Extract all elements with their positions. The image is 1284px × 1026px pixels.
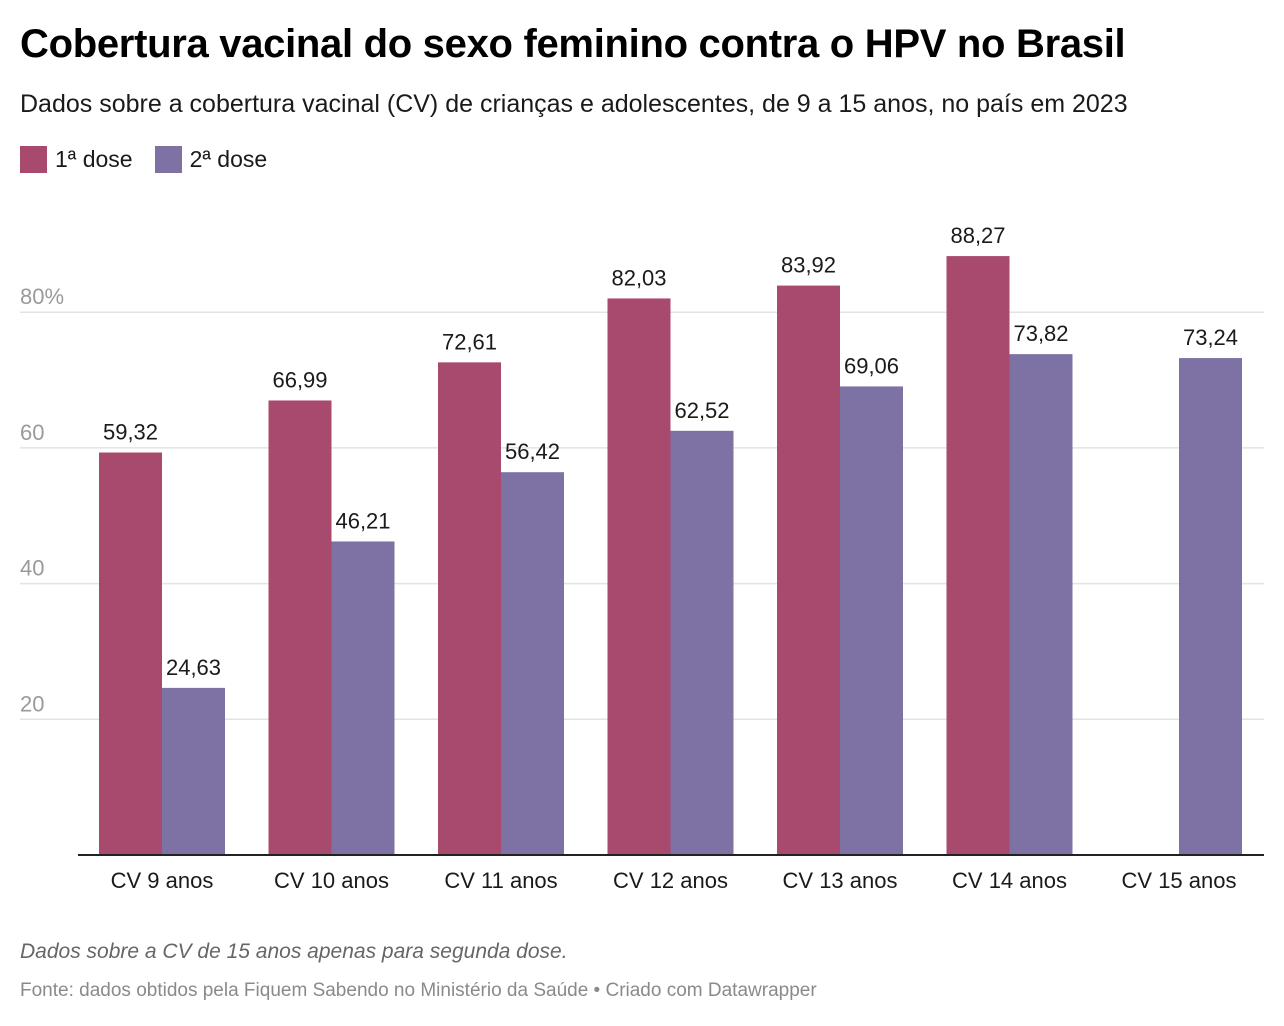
value-label: 83,92 — [781, 253, 836, 278]
bar-dose1 — [607, 298, 671, 855]
value-label: 59,32 — [103, 420, 158, 445]
bar-dose2 — [1009, 354, 1073, 855]
y-tick-label: 40 — [20, 556, 44, 581]
legend-item-dose1: 1ª dose — [20, 146, 133, 173]
y-tick-label: 80% — [20, 284, 64, 309]
x-tick-label: CV 14 anos — [952, 868, 1067, 893]
chart-title: Cobertura vacinal do sexo feminino contr… — [20, 22, 1126, 66]
bar-dose2 — [1179, 358, 1242, 855]
legend-item-dose2: 2ª dose — [154, 146, 268, 173]
value-label: 62,52 — [674, 398, 729, 423]
bar-dose1 — [946, 256, 1010, 856]
chart-subtitle: Dados sobre a cobertura vacinal (CV) de … — [20, 90, 1128, 118]
chart-legend: 1ª dose 2ª dose — [20, 146, 289, 173]
legend-swatch-dose1 — [20, 146, 47, 173]
value-label: 73,82 — [1013, 321, 1068, 346]
value-label: 88,27 — [950, 223, 1005, 248]
bar-dose2 — [840, 386, 903, 855]
footnote: Dados sobre a CV de 15 anos apenas para … — [20, 940, 568, 963]
legend-label-dose2: 2ª dose — [189, 146, 268, 172]
bar-dose1 — [268, 400, 332, 855]
bar-dose2 — [162, 687, 225, 855]
y-tick-label: 60 — [20, 420, 44, 445]
value-label: 82,03 — [611, 265, 666, 290]
bar-dose1 — [99, 452, 162, 855]
bar-dose1 — [777, 285, 840, 856]
value-label: 73,24 — [1183, 325, 1238, 350]
value-label: 56,42 — [505, 439, 560, 464]
value-label: 24,63 — [166, 655, 221, 680]
bar-dose1 — [438, 362, 501, 855]
bar-dose2 — [331, 541, 395, 855]
x-tick-label: CV 13 anos — [783, 868, 898, 893]
legend-label-dose1: 1ª dose — [55, 146, 133, 172]
y-tick-label: 20 — [20, 691, 44, 716]
x-tick-label: CV 9 anos — [111, 868, 214, 893]
x-tick-label: CV 12 anos — [613, 868, 728, 893]
bar-dose2 — [501, 472, 564, 855]
legend-swatch-dose2 — [154, 146, 182, 173]
source-line: Fonte: dados obtidos pela Fiquem Sabendo… — [20, 980, 817, 1001]
bar-dose2 — [670, 430, 734, 855]
x-tick-label: CV 10 anos — [274, 868, 389, 893]
value-label: 66,99 — [272, 367, 327, 392]
value-label: 46,21 — [335, 508, 390, 533]
x-tick-label: CV 15 anos — [1122, 868, 1237, 893]
value-label: 72,61 — [442, 329, 497, 354]
value-label: 69,06 — [844, 353, 899, 378]
x-tick-label: CV 11 anos — [444, 868, 557, 893]
